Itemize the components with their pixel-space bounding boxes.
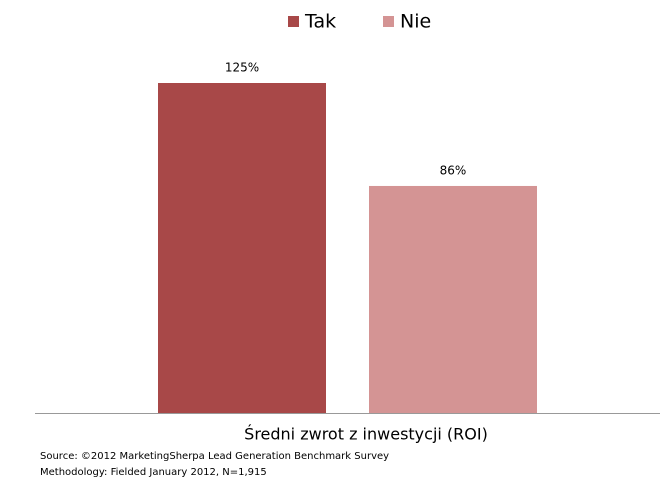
data-label: 86% [440, 163, 467, 177]
bar [369, 185, 537, 413]
data-label: 125% [225, 61, 259, 75]
legend-label: Tak [304, 11, 336, 33]
footnote: Source: ©2012 MarketingSherpa Lead Gener… [40, 451, 389, 462]
footnote: Methodology: Fielded January 2012, N=1,9… [40, 467, 267, 478]
x-axis-label: Średni zwrot z inwestycji (ROI) [244, 425, 488, 444]
legend-swatch [383, 16, 394, 27]
legend-label: Nie [400, 11, 431, 33]
legend-swatch [288, 16, 299, 27]
bar [158, 83, 326, 413]
